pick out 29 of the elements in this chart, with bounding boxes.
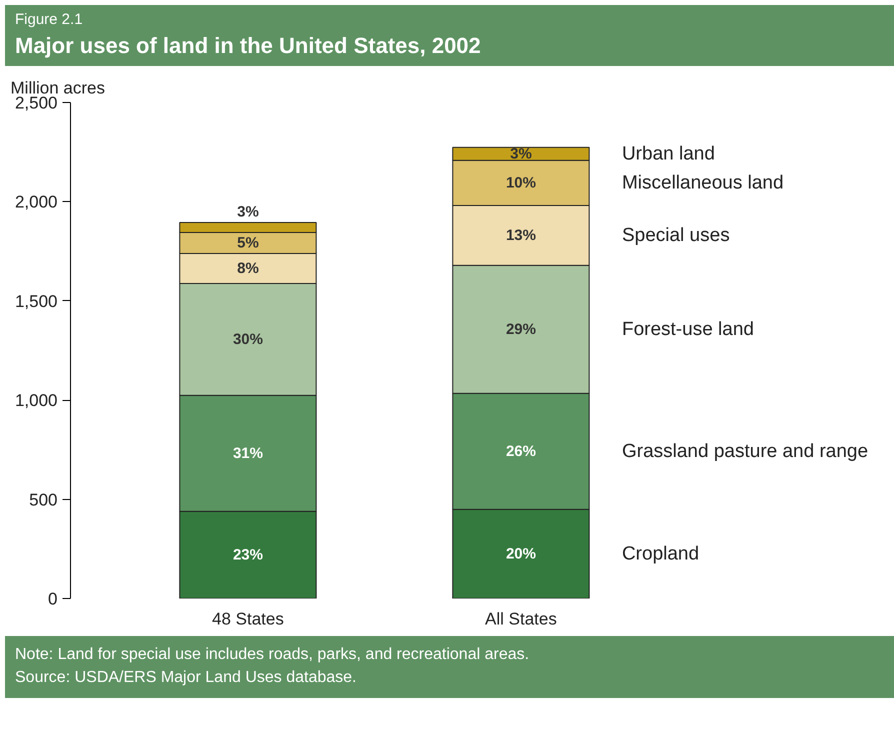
x-tick-label: 48 States — [212, 609, 284, 628]
annotation: 30% — [232, 330, 263, 348]
series-label: Special uses — [622, 224, 730, 246]
series-label: Miscellaneous land — [622, 172, 784, 194]
source-note: Source: USDA/ERS Major Land Uses database. — [15, 668, 356, 686]
series-label: Cropland — [622, 543, 700, 564]
series-label: Grassland pasture and range — [622, 440, 868, 462]
annotation: 8% — [237, 260, 259, 277]
annotation: 29% — [506, 320, 536, 338]
annotation: 31% — [232, 444, 263, 462]
annotation: 26% — [506, 442, 536, 460]
chart-title: Major uses of land in the United States, 2002 — [15, 32, 481, 60]
y-tick-label: 1,000 — [14, 390, 58, 410]
annotation: 23% — [232, 546, 263, 564]
y-tick-label: 0 — [48, 589, 58, 608]
y-tick-label: 500 — [29, 490, 58, 510]
annotation: 10% — [506, 174, 536, 192]
annotation: 3% — [237, 203, 259, 220]
y-tick-label: 1,500 — [14, 292, 58, 311]
series-label: Forest-use land — [622, 318, 754, 340]
x-tick-label: All States — [485, 609, 557, 628]
series-label: Urban land — [622, 143, 715, 164]
y-tick-label: 2,000 — [14, 192, 58, 212]
annotation: 5% — [237, 234, 259, 252]
annotation: 3% — [510, 145, 532, 162]
chart-subtitle: Figure 2.1 — [15, 10, 84, 30]
annotation: 20% — [506, 545, 536, 562]
text: Note: Land for special use includes roads, parks, and recreational areas. — [15, 646, 530, 663]
annotation: 13% — [506, 226, 536, 244]
